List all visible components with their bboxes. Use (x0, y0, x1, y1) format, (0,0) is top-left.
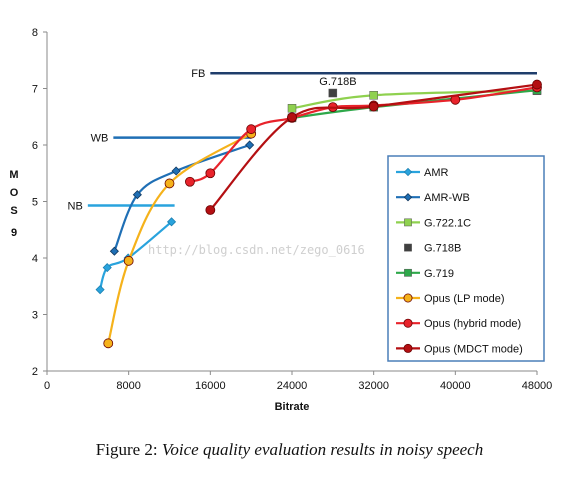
series-line-amr (99, 220, 173, 290)
legend-label-g-718b: G.718B (424, 243, 461, 255)
x-tick-label: 40000 (440, 380, 471, 392)
annotation-label: G.718B (319, 76, 356, 88)
y-axis-title-letter: M (9, 169, 18, 181)
series-line-g-722-1c (291, 89, 538, 110)
legend-marker-opus-mdct-mode (403, 343, 413, 353)
data-point-amr-wb (109, 246, 119, 256)
x-tick-label: 8000 (116, 380, 140, 392)
data-point-g-722-1c (287, 104, 297, 113)
y-tick-label: 5 (32, 197, 38, 209)
legend-box (387, 155, 545, 362)
band-label-wb: WB (91, 133, 109, 145)
legend-marker-g-719 (404, 268, 412, 277)
legend-label-amr-wb: AMR-WB (424, 192, 470, 204)
figure-caption: Figure 2: Voice quality evaluation resul… (0, 440, 579, 460)
data-point-amr (166, 217, 177, 227)
data-point-opus-lp-mode (103, 338, 114, 349)
y-tick-label: 2 (32, 366, 38, 378)
data-point-amr-wb (171, 166, 181, 176)
x-axis-title: Bitrate (275, 401, 310, 413)
x-tick-label: 24000 (277, 380, 308, 392)
watermark-text: http://blog.csdn.net/zego_0616 (148, 243, 365, 257)
data-point-amr (95, 285, 105, 295)
legend-label-g-719: G.719 (424, 268, 454, 280)
data-point-opus-hybrid-mode (185, 176, 195, 187)
band-label-fb: FB (191, 68, 205, 80)
y-tick-label: 8 (32, 27, 38, 39)
legend-marker-g-722-1c (404, 218, 412, 227)
x-tick-label: 16000 (195, 380, 226, 392)
caption-prefix: Figure 2: (95, 440, 162, 459)
data-point-amr-wb (132, 190, 142, 200)
y-tick-label: 3 (32, 310, 38, 322)
legend-marker-g-718b (404, 243, 412, 252)
data-point-opus-mdct-mode (532, 79, 542, 90)
x-tick-label: 32000 (358, 380, 389, 392)
legend-label-opus-hybrid-mode: Opus (hybrid mode) (424, 318, 521, 330)
data-point-opus-hybrid-mode (205, 168, 216, 179)
y-tick-label: 6 (32, 140, 38, 152)
series-line-opus-mdct-mode (209, 83, 538, 211)
data-point-opus-mdct-mode (368, 101, 379, 112)
legend-label-opus-mdct-mode: Opus (MDCT mode) (424, 343, 523, 355)
legend-label-amr: AMR (424, 167, 449, 179)
legend-marker-opus-hybrid-mode (403, 318, 413, 328)
legend-label-opus-lp-mode: Opus (LP mode) (424, 293, 505, 305)
y-tick-label: 4 (32, 253, 38, 265)
data-point-amr (102, 263, 112, 273)
chart-svg: 2 3 4 5 6 7 8 0 8000 16000 24000 32000 40000 48000 Bit… (9, 27, 553, 413)
series-line-amr-wb (113, 143, 251, 252)
x-tick-label: 0 (44, 380, 50, 392)
legend-marker-amr-wb (403, 193, 413, 202)
chart: 2 3 4 5 6 7 8 0 8000 16000 24000 32000 40000 48000 Bit… (9, 27, 553, 413)
y-axis-title-letter: O (10, 187, 19, 199)
legend-marker-amr (403, 167, 413, 177)
y-axis-title-letter: 9 (11, 227, 17, 239)
data-point-opus-lp-mode (123, 255, 134, 266)
data-point-opus-lp-mode (164, 178, 175, 189)
y-tick-label: 7 (32, 84, 38, 96)
data-point-amr-wb (245, 140, 255, 150)
legend-marker-opus-lp-mode (403, 293, 413, 303)
data-point-g-718b (328, 88, 338, 98)
data-point-opus-hybrid-mode (246, 124, 257, 135)
x-tick-label: 48000 (522, 380, 553, 392)
data-point-g-722-1c (369, 91, 378, 100)
caption-text: Voice quality evaluation results in nois… (161, 440, 484, 459)
band-label-nb: NB (68, 200, 83, 212)
data-point-opus-mdct-mode (205, 205, 216, 215)
legend-label-g-722-1c: G.722.1C (424, 217, 471, 229)
series-line-opus-lp-mode (107, 132, 252, 344)
y-axis-title-letter: S (10, 205, 17, 217)
data-point-opus-mdct-mode (287, 112, 297, 123)
